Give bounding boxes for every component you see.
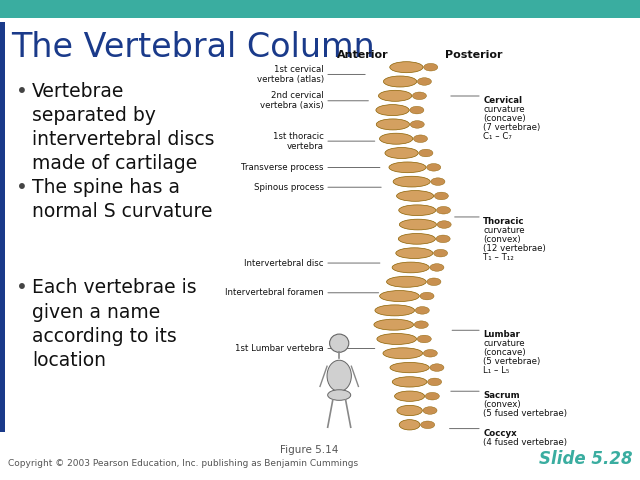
Ellipse shape [424,63,438,71]
Ellipse shape [390,362,429,373]
Text: Cervical: Cervical [483,96,522,105]
Ellipse shape [393,176,430,187]
Ellipse shape [430,364,444,372]
Text: Each vertebrae is
given a name
according to its
location: Each vertebrae is given a name according… [32,278,196,370]
Text: 1st Lumbar vertebra: 1st Lumbar vertebra [236,344,324,353]
Ellipse shape [328,390,351,400]
Ellipse shape [387,276,426,287]
Ellipse shape [425,393,439,400]
Text: (12 vertebrae): (12 vertebrae) [483,244,546,253]
Ellipse shape [410,120,424,128]
Ellipse shape [427,164,441,171]
Ellipse shape [398,233,435,244]
Ellipse shape [377,334,417,345]
Text: Transverse process: Transverse process [241,163,324,172]
Text: Lumbar: Lumbar [483,330,520,339]
Ellipse shape [430,264,444,271]
Bar [0,22,5,432]
Text: The spine has a
normal S curvature: The spine has a normal S curvature [32,178,212,221]
Ellipse shape [383,348,422,359]
Ellipse shape [417,335,431,343]
Ellipse shape [392,262,429,273]
Text: •: • [16,278,28,298]
Ellipse shape [415,307,429,314]
Ellipse shape [380,133,413,144]
Ellipse shape [399,219,436,230]
Text: Intervertebral foramen: Intervertebral foramen [225,288,324,297]
Ellipse shape [423,349,437,357]
Ellipse shape [435,192,449,200]
Ellipse shape [383,76,417,87]
Text: 1st cervical
vertebra (atlas): 1st cervical vertebra (atlas) [257,65,324,84]
Text: Sacrum: Sacrum [483,391,520,400]
Text: (convex): (convex) [483,400,521,409]
Ellipse shape [412,92,426,99]
Text: 1st thoracic
vertebra: 1st thoracic vertebra [273,132,324,151]
Ellipse shape [399,420,420,430]
Ellipse shape [417,78,431,85]
Ellipse shape [392,377,427,387]
Ellipse shape [437,221,451,228]
Text: (4 fused vertebrae): (4 fused vertebrae) [483,438,567,446]
Ellipse shape [436,206,451,214]
Ellipse shape [389,162,426,173]
Text: Anterior: Anterior [337,50,388,60]
Ellipse shape [397,191,434,201]
Ellipse shape [390,62,423,72]
Text: Figure 5.14: Figure 5.14 [280,445,338,456]
Ellipse shape [327,360,351,392]
Text: curvature: curvature [483,339,525,348]
Ellipse shape [419,149,433,157]
Ellipse shape [385,147,418,158]
Ellipse shape [397,405,422,416]
Text: •: • [16,178,28,197]
Text: •: • [16,82,28,101]
Text: curvature: curvature [483,226,525,235]
Ellipse shape [378,90,412,101]
Text: T₁ – T₁₂: T₁ – T₁₂ [483,253,514,262]
Text: The Vertebral Column: The Vertebral Column [12,31,375,64]
Ellipse shape [374,319,413,330]
Text: (convex): (convex) [483,235,521,244]
Ellipse shape [410,107,424,114]
Text: Copyright © 2003 Pearson Education, Inc. publishing as Benjamin Cummings: Copyright © 2003 Pearson Education, Inc.… [8,459,358,468]
Ellipse shape [413,135,428,143]
Text: (5 vertebrae): (5 vertebrae) [483,357,540,366]
Text: 2nd cervical
vertebra (axis): 2nd cervical vertebra (axis) [260,91,324,110]
Text: Slide 5.28: Slide 5.28 [539,450,632,468]
Ellipse shape [380,290,419,301]
Ellipse shape [436,235,450,242]
Text: (concave): (concave) [483,348,526,357]
Text: C₁ – C₇: C₁ – C₇ [483,132,512,141]
Ellipse shape [427,278,441,286]
Bar [0,0,640,18]
Text: Thoracic: Thoracic [483,217,525,226]
Text: Spinous process: Spinous process [254,183,324,192]
Ellipse shape [423,407,437,414]
Ellipse shape [330,334,349,352]
Ellipse shape [396,248,433,259]
Ellipse shape [420,421,435,429]
Text: curvature: curvature [483,105,525,114]
Text: Intervertebral disc: Intervertebral disc [244,259,324,267]
Ellipse shape [376,119,410,130]
Text: Posterior: Posterior [445,50,502,60]
Ellipse shape [414,321,428,328]
Text: Vertebrae
separated by
intervertebral discs
made of cartilage: Vertebrae separated by intervertebral di… [32,82,214,173]
Text: (concave): (concave) [483,114,526,123]
Ellipse shape [395,391,424,401]
Text: Coccyx: Coccyx [483,429,517,438]
Ellipse shape [433,250,447,257]
Ellipse shape [420,292,434,300]
Ellipse shape [428,378,442,385]
Text: (5 fused vertebrae): (5 fused vertebrae) [483,409,567,418]
Text: L₁ – L₅: L₁ – L₅ [483,366,509,375]
Text: (7 vertebrae): (7 vertebrae) [483,123,540,132]
Ellipse shape [376,105,409,116]
Ellipse shape [399,205,436,216]
Ellipse shape [431,178,445,185]
Ellipse shape [375,305,415,316]
